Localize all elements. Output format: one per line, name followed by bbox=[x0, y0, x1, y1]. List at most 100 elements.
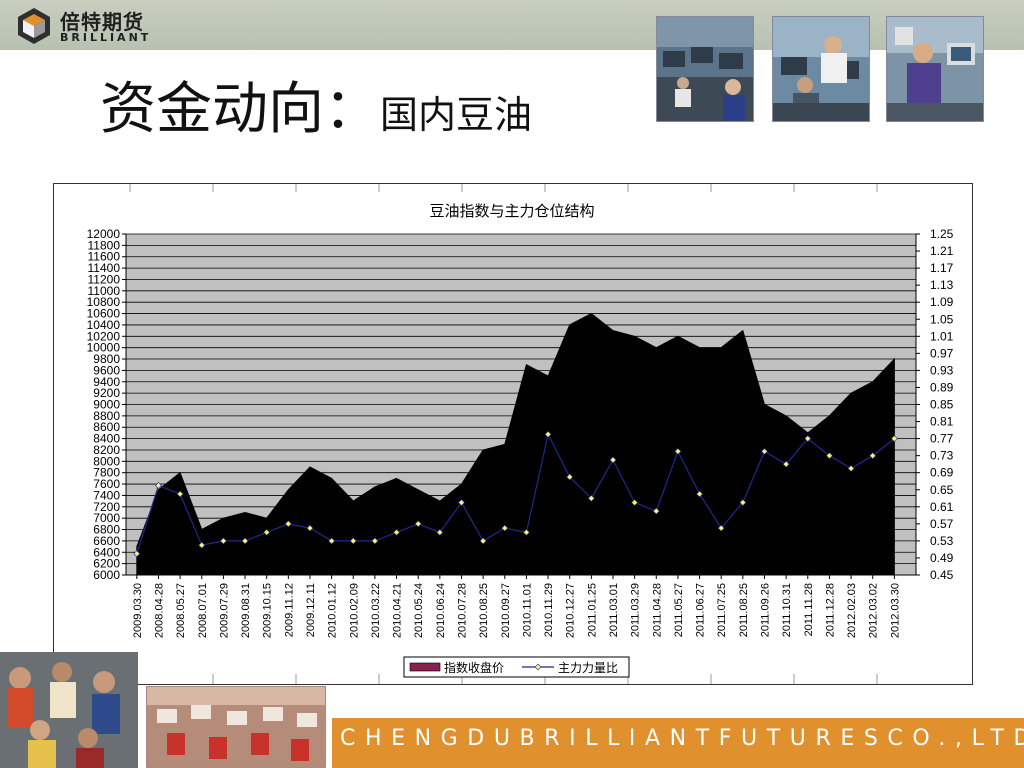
slide-title-main: 资金动向： bbox=[100, 77, 380, 142]
ratio-marker bbox=[198, 541, 206, 549]
y-tick-label: 7200 bbox=[93, 500, 120, 514]
legend-label-ratio: 主力力量比 bbox=[558, 661, 618, 675]
ratio-marker bbox=[631, 499, 639, 506]
vertical-gridlines bbox=[129, 184, 878, 684]
chart-legend: 指数收盘价 主力力量比 bbox=[403, 656, 630, 678]
x-tick-label: 2010.12.27 bbox=[565, 583, 577, 638]
ratio-marker bbox=[263, 528, 271, 536]
ratio-marker bbox=[717, 524, 725, 532]
y-tick-label: 7600 bbox=[93, 477, 120, 491]
y-tick-label: 7000 bbox=[93, 511, 120, 525]
y2-tick-label: 0.81 bbox=[930, 415, 954, 429]
x-tick-label: 2008.05.27 bbox=[175, 583, 187, 638]
legend-swatch-price bbox=[409, 662, 441, 672]
ratio-marker bbox=[804, 435, 812, 443]
chart-svg: 豆油指数与主力仓位结构 1200011800116001140011200110… bbox=[87, 184, 954, 684]
x-tick-label: 2010.03.22 bbox=[370, 583, 382, 638]
ratio-marker bbox=[436, 528, 444, 536]
ratio-marker bbox=[501, 524, 509, 532]
y-tick-label: 9400 bbox=[93, 375, 120, 389]
left-axis: 1200011800116001140011200110001080010600… bbox=[87, 227, 127, 582]
ratio-line-series bbox=[136, 432, 895, 554]
x-tick-label: 2009.12.11 bbox=[305, 583, 317, 637]
y2-tick-label: 1.01 bbox=[930, 329, 954, 343]
legend-box bbox=[403, 656, 630, 678]
y2-tick-label: 1.05 bbox=[930, 312, 954, 326]
y-tick-label: 11800 bbox=[88, 238, 121, 252]
x-tick-label: 2010.07.28 bbox=[456, 583, 468, 638]
trading-floor-photo-1 bbox=[656, 16, 754, 122]
y2-tick-label: 0.77 bbox=[930, 432, 954, 446]
legend-label-price: 指数收盘价 bbox=[444, 660, 504, 675]
ratio-marker bbox=[133, 550, 141, 558]
x-tick-label: 2011.12.28 bbox=[824, 583, 836, 637]
logo-english-name: BRILLIANT bbox=[60, 31, 152, 44]
ratio-marker bbox=[458, 499, 465, 506]
x-tick-label: 2009.08.31 bbox=[240, 583, 252, 638]
ratio-marker bbox=[522, 528, 530, 536]
x-tick-label: 2010.11.01 bbox=[521, 583, 533, 637]
x-tick-label: 2010.04.21 bbox=[392, 583, 404, 638]
x-tick-label: 2012.03.30 bbox=[889, 583, 901, 638]
trading-floor-photo-3 bbox=[886, 16, 984, 122]
x-tick-label: 2011.03.29 bbox=[630, 583, 642, 637]
x-tick-label: 2009.07.29 bbox=[218, 583, 230, 638]
y-tick-label: 8400 bbox=[93, 432, 120, 446]
ratio-marker bbox=[176, 490, 184, 498]
ratio-marker bbox=[609, 456, 617, 464]
x-tick-label: 2011.10.31 bbox=[781, 583, 793, 637]
y2-tick-label: 0.69 bbox=[930, 466, 954, 480]
ratio-marker bbox=[241, 537, 249, 545]
x-tick-label: 2010.11.29 bbox=[543, 583, 555, 637]
y-tick-label: 11400 bbox=[88, 261, 121, 275]
y-tick-label: 9600 bbox=[93, 363, 120, 377]
x-tick-label: 2012.03.02 bbox=[868, 583, 880, 638]
ratio-marker bbox=[761, 447, 768, 455]
y-tick-label: 11200 bbox=[88, 272, 121, 286]
y2-tick-label: 0.45 bbox=[930, 568, 954, 582]
x-axis: 2009.03.30 2008.04.28 2008.05.27 2008.07.01… bbox=[126, 574, 916, 638]
y-tick-label: 6200 bbox=[93, 557, 120, 571]
chart-title: 豆油指数与主力仓位结构 bbox=[429, 203, 594, 220]
y-tick-label: 10000 bbox=[87, 341, 121, 355]
trading-floor-photo-2 bbox=[772, 16, 870, 122]
ratio-marker bbox=[349, 537, 357, 545]
ratio-marker bbox=[328, 537, 336, 545]
y-tick-label: 8800 bbox=[93, 409, 120, 423]
y-tick-label: 6400 bbox=[93, 545, 120, 559]
x-tick-label: 2012.02.03 bbox=[846, 583, 858, 638]
y2-tick-label: 0.97 bbox=[930, 346, 954, 360]
x-tick-label: 2011.04.28 bbox=[651, 583, 663, 637]
x-tick-label: 2011.09.26 bbox=[759, 583, 771, 637]
y-tick-label: 7400 bbox=[93, 488, 120, 502]
y2-tick-label: 0.53 bbox=[930, 534, 954, 548]
x-tick-label: 2011.03.01 bbox=[608, 583, 620, 637]
ratio-marker bbox=[674, 447, 682, 455]
slide-title-sub: 国内豆油 bbox=[380, 93, 533, 137]
legend-marker-ratio bbox=[534, 663, 542, 671]
x-tick-label: 2011.07.25 bbox=[716, 583, 728, 637]
y-tick-label: 10200 bbox=[87, 329, 121, 343]
x-tick-label: 2008.07.01 bbox=[197, 583, 209, 638]
company-logo: 倍特期货 BRILLIANT bbox=[14, 4, 164, 48]
ratio-marker bbox=[890, 435, 898, 443]
chart-panel: 豆油指数与主力仓位结构 12000 11800 11600 11400 11200 110… bbox=[53, 183, 973, 685]
y2-tick-label: 0.65 bbox=[930, 483, 954, 497]
y-tick-label: 7800 bbox=[93, 466, 120, 480]
ratio-marker bbox=[393, 528, 400, 536]
y2-tick-label: 1.17 bbox=[930, 261, 954, 275]
y2-tick-label: 1.09 bbox=[930, 295, 954, 309]
x-tick-label: 2011.06.27 bbox=[695, 583, 707, 637]
y-tick-label: 11000 bbox=[88, 284, 121, 298]
y2-tick-label: 0.89 bbox=[930, 380, 954, 394]
y-tick-label: 8600 bbox=[93, 420, 120, 434]
x-tick-label: 2011.05.27 bbox=[673, 583, 685, 637]
x-tick-label: 2010.08.25 bbox=[478, 583, 490, 638]
hexagon-cube-icon bbox=[18, 8, 50, 44]
y-tick-label: 9200 bbox=[93, 386, 120, 400]
ratio-marker bbox=[847, 465, 855, 472]
ratio-marker bbox=[371, 537, 379, 545]
y-tick-label: 10400 bbox=[87, 318, 121, 332]
y2-tick-label: 0.73 bbox=[930, 449, 954, 463]
y2-tick-label: 0.57 bbox=[930, 517, 954, 531]
